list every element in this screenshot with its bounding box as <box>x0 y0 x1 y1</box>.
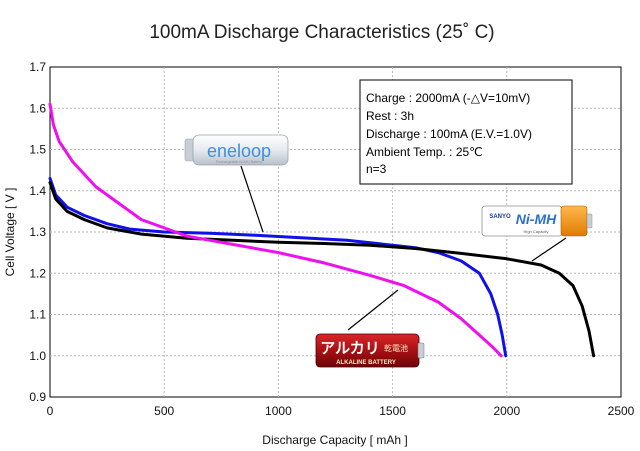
series-line-eneloop <box>48 176 508 358</box>
y-tick-label: 1.2 <box>29 266 46 280</box>
info-line-discharge: Discharge : 100mA (E.V.=1.0V) <box>366 127 532 141</box>
y-tick-label: 0.9 <box>29 390 46 404</box>
x-tick-label: 0 <box>47 404 54 418</box>
y-axis-label: Cell Voltage [ V ] <box>3 188 17 277</box>
x-axis-label: Discharge Capacity [ mAh ] <box>262 433 407 447</box>
alkaline-logo-text: アルカリ <box>320 339 379 357</box>
eneloop-callout <box>240 165 264 233</box>
tick-labels: 0 500 1000 1500 2000 2500 0.9 1.0 1.1 1.2 1.3 1.4 1.… <box>29 60 634 418</box>
nimh-logo-text: Ni-MH <box>516 211 557 227</box>
y-tick-label: 1.6 <box>29 101 46 115</box>
info-box: Charge : 2000mA (-△V=10mV) Rest : 3h Dis… <box>359 79 573 185</box>
y-tick-label: 1.3 <box>29 225 46 239</box>
x-tick-label: 2500 <box>608 404 635 418</box>
y-tick-label: 1.7 <box>29 60 46 74</box>
x-tick-label: 1500 <box>379 404 406 418</box>
y-tick-label: 1.1 <box>29 308 46 322</box>
nimh-cap-text: High Capacity <box>524 229 549 234</box>
x-tick-label: 500 <box>154 404 174 418</box>
info-line-n: n=3 <box>366 162 387 176</box>
x-tick-label: 1000 <box>265 404 292 418</box>
y-tick-label: 1.5 <box>29 143 46 157</box>
nimh-callout <box>531 237 567 262</box>
info-line-charge: Charge : 2000mA (-△V=10mV) <box>366 91 530 105</box>
eneloop-logo-text: eneloop <box>207 141 271 161</box>
alkaline-callout <box>347 289 399 331</box>
nimh-battery-image: SANYO Ni-MH High Capacity <box>481 205 593 237</box>
chart-title: 100mA Discharge Characteristics (25˚ C) <box>149 22 494 43</box>
nimh-brand-text: SANYO <box>489 214 511 220</box>
info-line-temp: Ambient Temp. : 25℃ <box>366 145 483 159</box>
alkaline-kanji-text: 乾電池 <box>384 343 408 353</box>
eneloop-sub-text: Rechargeable Ni-MH Battery <box>216 160 262 164</box>
series-line-alkaline <box>48 102 503 358</box>
y-tick-label: 1.0 <box>29 349 46 363</box>
series-line-nimh <box>48 181 596 358</box>
series-lines <box>48 102 596 358</box>
eneloop-battery-image: eneloop Rechargeable Ni-MH Battery <box>184 134 289 166</box>
info-line-rest: Rest : 3h <box>366 109 414 123</box>
alkaline-sub-text: ALKALINE BATTERY <box>336 360 396 366</box>
y-tick-label: 1.4 <box>29 184 46 198</box>
alkaline-battery-image: アルカリ 乾電池 ALKALINE BATTERY <box>315 333 425 368</box>
x-tick-label: 2000 <box>493 404 520 418</box>
